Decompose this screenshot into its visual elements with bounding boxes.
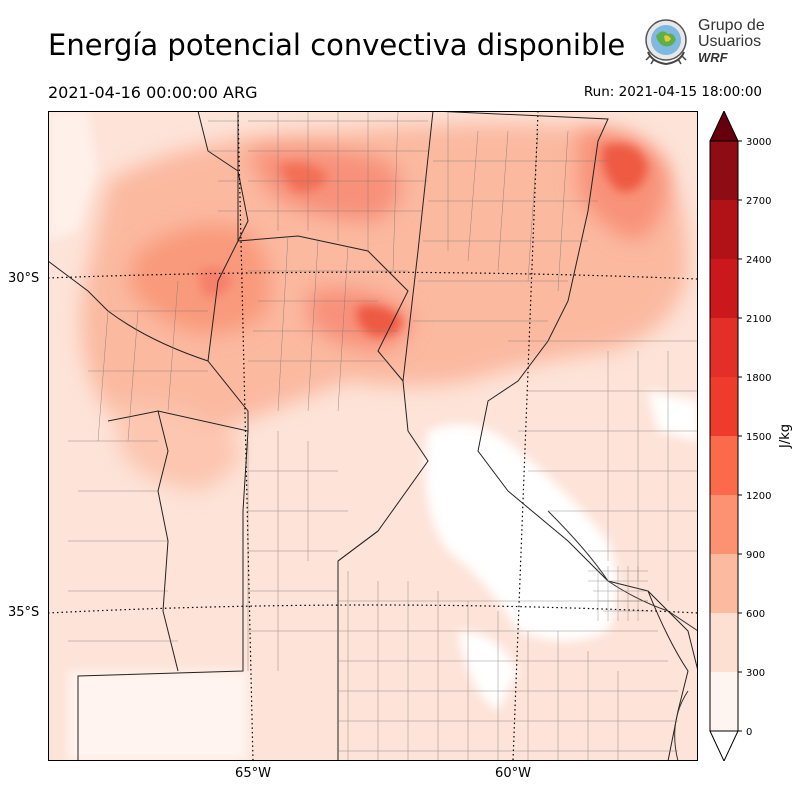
lon-label-65w: 65°W <box>235 766 271 781</box>
colorbar-extend-min <box>709 730 739 763</box>
department-borders <box>68 111 698 761</box>
logo-line-2: Usuarios <box>698 33 762 50</box>
cape-field-map <box>48 111 698 761</box>
colorbar-segment <box>710 377 738 436</box>
parallel-35s <box>48 604 698 614</box>
colorbar-tick-label: 1200 <box>746 491 771 502</box>
colorbar-tick-label: 0 <box>746 727 752 738</box>
colorbar-svg: 0 300 600 900 1200 1500 1800 2100 2400 2700 3000 J/… <box>709 109 793 763</box>
colorbar-segment <box>710 200 738 259</box>
colorbar-extend-max <box>709 109 739 142</box>
parallel-30s <box>48 271 698 280</box>
colorbar-segment <box>710 554 738 613</box>
colorbar-tick-label: 1800 <box>746 373 771 384</box>
meridian-65w <box>237 111 254 761</box>
logo-text: Grupo de Usuarios WRF <box>698 18 765 66</box>
low-cape-areas <box>48 111 698 761</box>
colorbar-segment <box>710 672 738 731</box>
lat-label-35s: 35°S <box>8 605 40 620</box>
colorbar-segment <box>710 613 738 672</box>
logo: Grupo de Usuarios WRF <box>638 14 768 76</box>
colorbar-tick-label: 300 <box>746 668 765 679</box>
map-frame <box>48 111 698 761</box>
colorbar-tick-label: 2400 <box>746 255 771 266</box>
globe-icon <box>645 19 687 66</box>
colorbar-tick-label: 600 <box>746 609 765 620</box>
colorbar-segment <box>710 259 738 318</box>
valid-time: 2021-04-16 00:00:00 ARG <box>48 83 258 102</box>
colorbar-tick-label: 1500 <box>746 432 771 443</box>
colorbar-segment <box>710 436 738 495</box>
chart-title: Energía potencial convectiva disponible <box>48 28 626 62</box>
logo-line-1: Grupo de <box>698 17 765 34</box>
colorbar-unit-label: J/kg <box>778 424 793 449</box>
peak-cape-areas <box>198 143 648 337</box>
map-panel <box>48 111 698 761</box>
colorbar: 0 300 600 900 1200 1500 1800 2100 2400 2700 3000 J/… <box>705 109 795 763</box>
colorbar-tick-label: 900 <box>746 550 765 561</box>
colorbar-tick-label: 2700 <box>746 196 771 207</box>
run-time: Run: 2021-04-15 18:00:00 <box>583 84 762 100</box>
colorbar-tick-label: 2100 <box>746 314 771 325</box>
graticule <box>48 111 698 761</box>
lon-label-60w: 60°W <box>495 766 531 781</box>
colorbar-segment <box>710 495 738 554</box>
lat-label-30s: 30°S <box>8 271 40 286</box>
colorbar-segment <box>710 318 738 377</box>
meridian-60w <box>512 111 539 761</box>
colorbar-segment <box>710 141 738 200</box>
colorbar-tick-label: 3000 <box>746 137 771 148</box>
logo-line-3: WRF <box>698 50 728 65</box>
dense-districts <box>588 566 648 621</box>
